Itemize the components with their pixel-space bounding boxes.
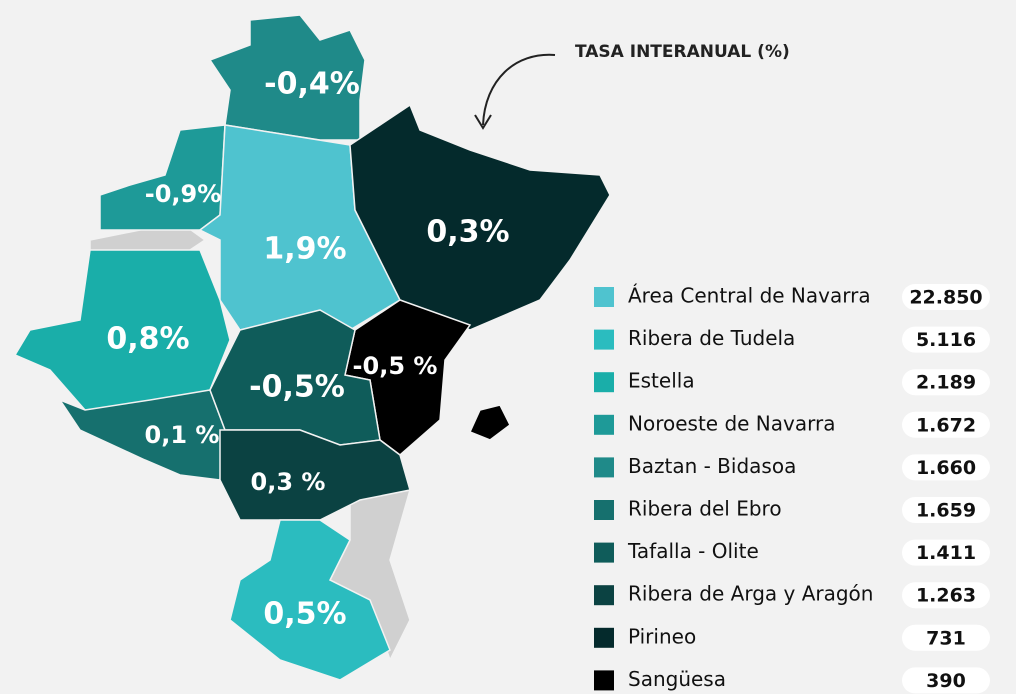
legend-swatch (594, 585, 614, 606)
legend-swatch (594, 542, 614, 563)
legend-swatch (594, 457, 614, 478)
legend-value: 5.116 (916, 329, 976, 351)
legend-value: 1.672 (916, 414, 976, 436)
legend-value-pill (902, 624, 990, 651)
legend-value: 1.659 (916, 500, 976, 522)
legend-swatch (594, 329, 614, 350)
annotation-arrow (482, 53, 556, 126)
legend-value: 1.660 (916, 457, 976, 479)
legend-name: Pirineo (628, 624, 696, 648)
legend-value-pill (902, 539, 990, 566)
legend-value: 731 (926, 627, 966, 649)
region-pirineo (349, 103, 611, 331)
map (13, 14, 611, 681)
region-label: -0,4% (264, 67, 360, 102)
legend-value-pill (902, 667, 990, 694)
legend-name: Área Central de Navarra (628, 284, 871, 308)
region-ribera-tudela (229, 519, 391, 681)
legend-name: Ribera de Tudela (628, 326, 795, 350)
region-label: -0,5 % (353, 352, 438, 380)
legend-name: Ribera de Arga y Aragón (628, 582, 873, 606)
region-label: -0,5% (249, 370, 345, 405)
legend-swatch (594, 287, 614, 307)
region-label: 1,9% (263, 232, 346, 267)
legend-value: 1.411 (916, 542, 976, 564)
legend-value-pill (902, 582, 990, 609)
legend-name: Tafalla - Olite (627, 539, 759, 563)
legend-name: Estella (628, 369, 695, 393)
region-labels: -0,4% -0,9% 1,9% 0,3% 0,8% -0,5 % 0,1 % … (106, 67, 509, 632)
region-sanguesa-enclave (468, 404, 511, 441)
legend-name: Sangüesa (628, 667, 726, 691)
arrow-head (474, 114, 492, 130)
legend-swatch (594, 414, 614, 435)
region-ribera-ebro (58, 389, 226, 481)
legend-value: 22.850 (909, 287, 982, 309)
region-label: 0,1 % (145, 421, 220, 449)
legend: Área Central de Navarra 22.850 Ribera de T… (594, 284, 990, 694)
region-noroeste (99, 124, 226, 231)
region-label: 0,8% (106, 322, 189, 357)
legend-value-pill (902, 284, 990, 310)
legend-name: Noroeste de Navarra (628, 411, 835, 435)
legend-value-pill (902, 497, 990, 523)
legend-value: 2.189 (916, 372, 976, 394)
region-label: -0,9% (145, 180, 222, 208)
legend-value: 390 (926, 670, 966, 692)
legend-value: 1.263 (916, 585, 976, 607)
legend-value-pill (902, 326, 990, 353)
region-label: 0,3% (426, 215, 509, 250)
region-label: 0,3 % (251, 468, 326, 496)
annotation: TASA INTERANUAL (%) (575, 42, 790, 62)
legend-value-pill (902, 411, 990, 438)
legend-swatch (594, 670, 614, 691)
legend-swatch (594, 627, 614, 648)
legend-value-pill (902, 454, 990, 481)
legend-name: Ribera del Ebro (628, 497, 782, 521)
legend-swatch (594, 500, 614, 520)
legend-name: Baztan - Bidasoa (628, 454, 796, 478)
region-ribera-arga (219, 429, 411, 521)
region-label: 0,5% (263, 597, 346, 632)
legend-value-pill (902, 369, 990, 396)
legend-swatch (594, 372, 614, 393)
